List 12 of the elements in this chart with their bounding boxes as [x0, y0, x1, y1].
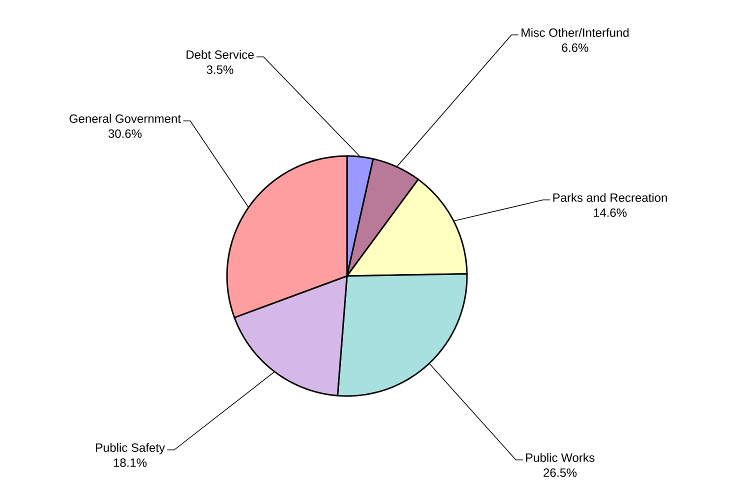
data-label: 18.1%	[114, 458, 147, 467]
data-label: 6.6%	[562, 43, 588, 52]
data-label: 26.5%	[544, 468, 577, 477]
slice-label: Misc Other/Interfund	[522, 28, 629, 37]
slice-label: Public Works	[526, 453, 594, 462]
slice-label: Debt Service	[186, 50, 254, 59]
data-label: 30.6%	[108, 129, 142, 138]
slice-label: General Government	[70, 114, 181, 123]
data-label: 3.5%	[206, 65, 234, 74]
data-label: 14.6%	[594, 208, 627, 217]
slice-label: Public Safety	[96, 443, 165, 454]
slice-label: Parks and Recreation	[553, 193, 667, 202]
